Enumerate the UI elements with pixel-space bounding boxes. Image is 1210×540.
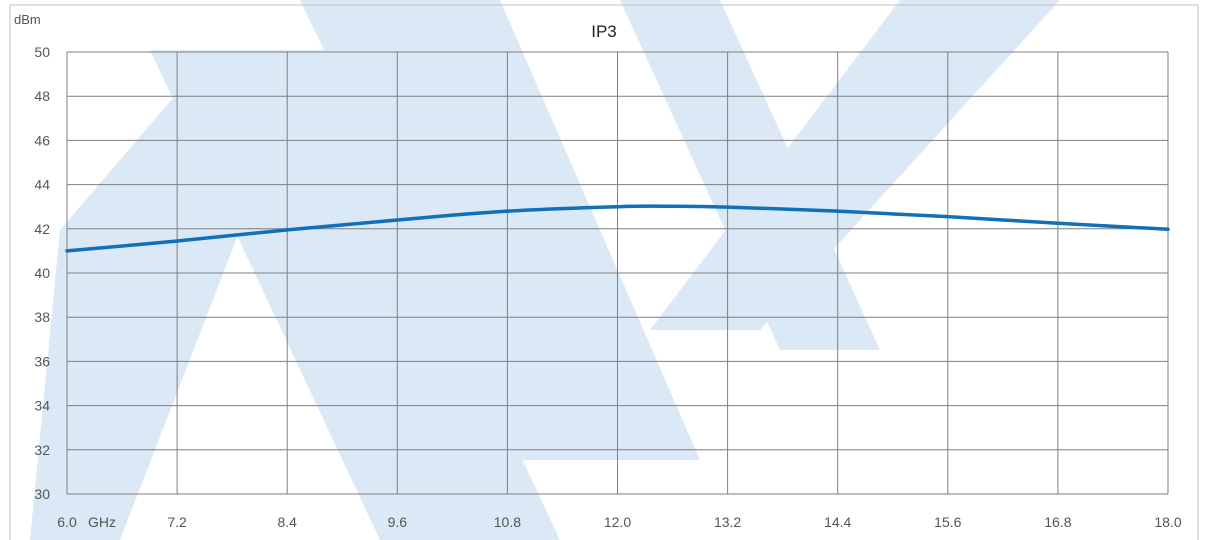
chart-frame — [9, 4, 1199, 540]
x-tick-label: 14.4 — [824, 514, 851, 530]
x-tick-label: 10.8 — [494, 514, 521, 530]
y-tick-label: 46 — [34, 132, 50, 148]
y-tick-label: 36 — [34, 353, 50, 369]
x-tick-label: 6.0 — [57, 514, 77, 530]
x-axis-unit: GHz — [88, 514, 116, 530]
y-tick-label: 30 — [34, 486, 50, 502]
y-tick-label: 42 — [34, 221, 50, 237]
x-tick-label: 7.2 — [167, 514, 187, 530]
y-tick-label: 34 — [34, 398, 50, 414]
y-tick-label: 32 — [34, 442, 50, 458]
grid — [66, 51, 1169, 495]
x-tick-label: 12.0 — [604, 514, 631, 530]
x-tick-label: 9.6 — [388, 514, 408, 530]
chart-title: IP3 — [591, 22, 617, 41]
y-tick-label: 48 — [34, 88, 50, 104]
x-axis-ticks: 6.0 7.2 8.4 9.6 10.8 12.0 13.2 14.4 15.6 16.8 18.0 — [57, 514, 1182, 530]
y-axis-unit: dBm — [14, 12, 41, 27]
x-tick-label: 13.2 — [714, 514, 741, 530]
watermark-logo — [30, 0, 1060, 540]
x-tick-label: 8.4 — [277, 514, 297, 530]
y-tick-label: 44 — [34, 177, 50, 193]
x-tick-label: 16.8 — [1044, 514, 1071, 530]
y-axis-ticks: 30 32 34 36 38 40 42 44 46 48 50 — [34, 44, 50, 502]
x-tick-label: 18.0 — [1154, 514, 1181, 530]
y-tick-label: 40 — [34, 265, 50, 281]
y-tick-label: 50 — [34, 44, 50, 60]
ip3-series-line — [65, 204, 1170, 253]
x-tick-label: 15.6 — [934, 514, 961, 530]
series-layer — [65, 204, 1170, 253]
y-tick-label: 38 — [34, 309, 50, 325]
